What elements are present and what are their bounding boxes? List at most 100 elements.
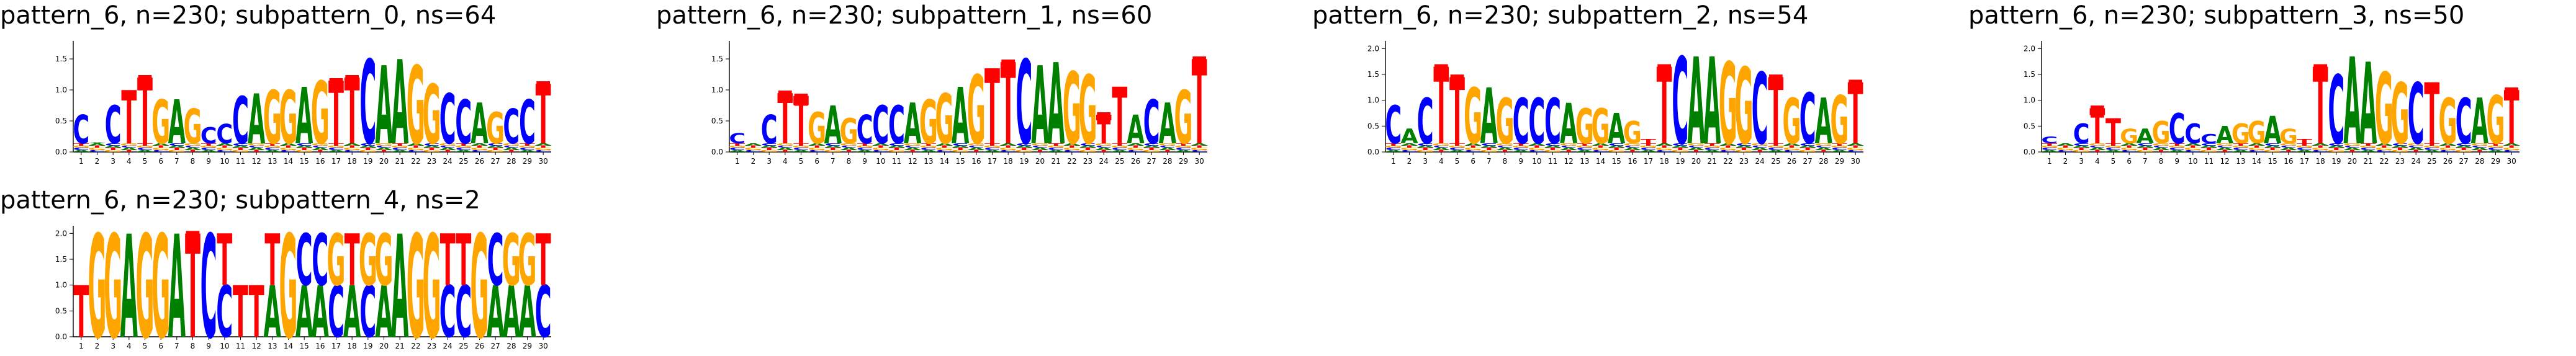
x-tick-label: 20 (1035, 157, 1045, 166)
x-tick-label: 11 (236, 342, 245, 350)
logo-letter: G (1495, 86, 1514, 158)
noise-letter: A (136, 149, 153, 153)
x-tick-label: 10 (220, 157, 229, 166)
x-tick-label: 25 (1115, 157, 1124, 166)
noise-letter: C (280, 149, 297, 153)
logo-letter: A (391, 205, 408, 354)
logo-marker (1849, 79, 1862, 92)
noise-letter: T (1561, 149, 1577, 153)
logo-marker (1192, 56, 1206, 69)
noise-letter: A (1528, 143, 1546, 146)
logo-marker (138, 75, 152, 87)
logo-marker (2505, 87, 2518, 100)
logo-letter: G (359, 219, 377, 301)
noise-letter: T (1784, 145, 1799, 148)
logo-letter: C (439, 271, 456, 354)
x-tick-label: 6 (158, 157, 163, 166)
logo-letter: A (88, 143, 106, 144)
logo-letter: A (391, 36, 408, 171)
noise-letter: G (2072, 149, 2091, 153)
noise-letter: T (1832, 143, 1847, 146)
noise-letter: C (455, 147, 472, 151)
noise-letter: A (1512, 149, 1529, 153)
logo-letter: A (1159, 92, 1177, 157)
noise-letter: A (359, 145, 377, 148)
logo-letter: A (1047, 40, 1065, 170)
x-tick-label: 30 (539, 157, 548, 166)
noise-letter: G (423, 149, 441, 153)
x-tick-label: 14 (940, 157, 949, 166)
noise-letter: A (872, 143, 890, 146)
x-tick-label: 30 (539, 342, 548, 350)
x-tick-label: 7 (831, 157, 835, 166)
noise-letter: A (729, 149, 746, 153)
logo-letter: C (1799, 79, 1816, 159)
noise-letter: T (1848, 145, 1863, 148)
noise-letter: A (1016, 145, 1033, 148)
logo-letter: T (1433, 45, 1449, 168)
logo-letter: T (185, 205, 200, 354)
logo-letter: G (311, 63, 330, 163)
x-tick-label: 7 (174, 342, 179, 350)
x-tick-label: 19 (1019, 157, 1029, 166)
noise-letter: A (2056, 143, 2074, 146)
y-tick-label: 1.5 (1367, 70, 1379, 79)
noise-letter: T (1080, 147, 1096, 151)
noise-letter: C (1815, 145, 1832, 148)
x-tick-label: 8 (2159, 157, 2164, 166)
x-tick-label: 23 (1739, 157, 1749, 166)
noise-letter: C (761, 143, 778, 146)
noise-letter: T (2424, 143, 2439, 146)
noise-letter: A (487, 145, 504, 148)
noise-letter: G (2375, 147, 2394, 151)
x-tick-label: 5 (1455, 157, 1460, 166)
noise-letter: A (935, 143, 953, 146)
noise-letter: A (1400, 143, 1418, 146)
logo-letter: C (1752, 53, 1768, 167)
x-tick-label: 11 (892, 157, 901, 166)
panel-subpattern-2: pattern_6, n=230; subpattern_2, ns=54 0.… (1312, 1, 1865, 172)
noise-letter: A (1624, 147, 1642, 151)
x-tick-label: 15 (300, 342, 309, 350)
logo-letter: C (729, 131, 745, 146)
noise-letter: A (824, 145, 842, 148)
logo-letter: C (1513, 86, 1529, 158)
logo-letter: G (2390, 66, 2409, 164)
noise-letter: G (2407, 143, 2425, 146)
y-tick-label: 1.5 (2024, 70, 2035, 79)
x-tick-label: 8 (191, 157, 196, 166)
noise-letter: A (518, 149, 536, 153)
logo-letter: T (984, 49, 1000, 168)
x-tick-label: 26 (475, 342, 484, 350)
noise-letter: C (920, 147, 937, 151)
x-tick-label: 13 (924, 157, 933, 166)
logo-letter: C (1528, 86, 1545, 158)
noise-letter: A (2359, 149, 2377, 153)
noise-letter: T (328, 143, 344, 146)
logo-letter: A (312, 271, 329, 354)
logo-letter: G (151, 205, 170, 354)
noise-letter: C (2169, 147, 2186, 151)
noise-letter: T (249, 149, 264, 153)
noise-letter: T (1096, 149, 1112, 153)
noise-letter: A (2184, 143, 2202, 146)
logo-letter: A (248, 80, 265, 160)
noise-letter: A (73, 149, 90, 153)
logo-marker (1657, 64, 1671, 76)
x-tick-label: 24 (443, 157, 453, 166)
logo-letter: A (1560, 93, 1577, 157)
noise-letter: T (456, 143, 471, 146)
x-tick-label: 16 (315, 342, 325, 350)
x-tick-label: 11 (2204, 157, 2213, 166)
panel-title: pattern_6, n=230; subpattern_0, ns=64 (0, 1, 496, 30)
noise-letter: G (1703, 145, 1721, 148)
noise-letter: G (215, 147, 234, 151)
noise-letter: T (1609, 147, 1624, 151)
logo-letter: C (1672, 33, 1688, 172)
x-tick-label: 22 (2379, 157, 2389, 166)
noise-letter: T (2137, 147, 2153, 151)
noise-letter: T (1385, 143, 1401, 146)
noise-letter: A (1416, 145, 1434, 148)
noise-letter: T (809, 145, 825, 148)
noise-letter: C (777, 145, 793, 148)
